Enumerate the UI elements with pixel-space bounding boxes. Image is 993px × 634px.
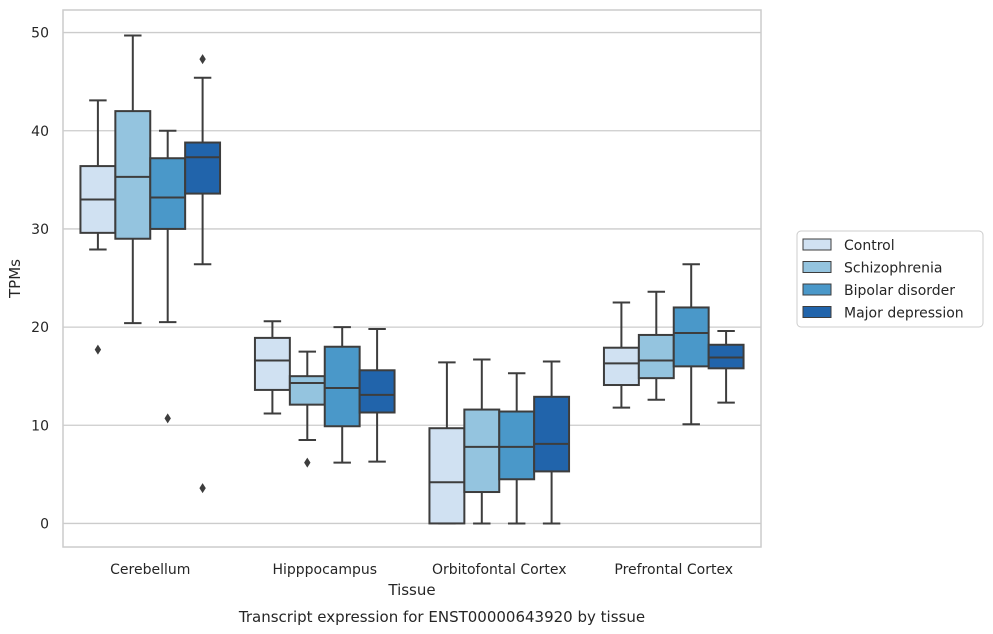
box-body — [637, 333, 675, 380]
box-control — [253, 320, 291, 415]
box-major-depression — [184, 54, 222, 494]
box-major-depression — [707, 330, 745, 404]
y-tick-label: 0 — [40, 516, 49, 532]
box-body — [114, 110, 152, 240]
y-tick-label: 20 — [31, 320, 49, 336]
y-tick-label: 50 — [31, 26, 49, 42]
legend-swatch — [802, 261, 832, 273]
legend-swatch — [802, 306, 832, 318]
x-axis-ticks: Cerebellum Hipppocampus Orbitofontal Corte… — [110, 562, 733, 578]
box-body — [149, 157, 187, 230]
legend-swatch — [802, 238, 832, 251]
y-tick-label: 40 — [31, 124, 49, 140]
box-schizophrenia — [114, 34, 152, 325]
box-body — [533, 395, 571, 473]
outlier-point — [199, 54, 206, 65]
box-body — [672, 306, 710, 368]
box-control — [79, 99, 117, 355]
y-tick-label: 30 — [31, 222, 49, 238]
box-body — [602, 346, 640, 387]
chart-caption: Transcript expression for ENST0000064392… — [238, 608, 645, 626]
legend-label: Major depression — [844, 306, 964, 322]
outlier-point — [199, 483, 206, 494]
box-bipolar-disorder — [149, 129, 187, 424]
box-body — [463, 408, 501, 494]
outlier-point — [94, 344, 102, 355]
box-body — [288, 375, 326, 406]
box-body — [323, 345, 361, 428]
x-tick-label: Orbitofontal Cortex — [432, 562, 567, 578]
outlier-point — [164, 413, 171, 424]
x-axis-title: Tissue — [387, 581, 435, 599]
box-schizophrenia — [288, 350, 326, 468]
legend-swatch — [802, 283, 832, 296]
box-schizophrenia — [463, 358, 501, 525]
box-body — [184, 141, 222, 195]
box-body — [498, 410, 536, 481]
box-control — [602, 301, 640, 409]
box-major-depression — [358, 328, 396, 463]
boxes — [79, 34, 745, 525]
x-tick-label: Cerebellum — [110, 562, 190, 578]
box-body — [253, 336, 291, 391]
box-bipolar-disorder — [498, 372, 536, 525]
legend-label: Bipolar disorder — [844, 283, 955, 299]
y-axis-title: TPMs — [6, 259, 24, 299]
box-control — [428, 361, 466, 525]
box-body — [358, 369, 396, 414]
y-tick-label: 10 — [31, 418, 49, 434]
box-schizophrenia — [637, 290, 675, 401]
legend: Control Schizophrenia Bipolar disorder Majo… — [796, 230, 984, 328]
plot-frame — [62, 9, 762, 548]
outlier-point — [304, 457, 311, 468]
y-axis-ticks: 0 10 20 30 40 50 — [31, 26, 49, 533]
legend-frame — [796, 230, 984, 328]
legend-label: Control — [844, 238, 895, 254]
x-tick-label: Prefrontal Cortex — [614, 562, 733, 578]
box-body — [428, 427, 466, 525]
x-tick-label: Hipppocampus — [272, 562, 377, 578]
box-bipolar-disorder — [672, 263, 710, 426]
legend-label: Schizophrenia — [844, 261, 942, 277]
box-major-depression — [533, 360, 571, 525]
box-bipolar-disorder — [323, 326, 361, 464]
